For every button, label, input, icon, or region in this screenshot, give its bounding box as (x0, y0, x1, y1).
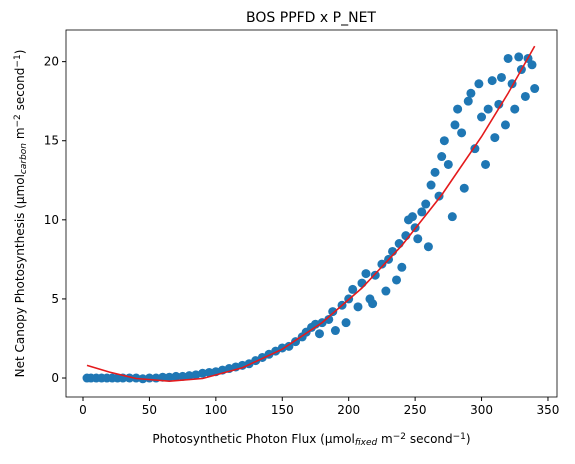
point (164, 372, 174, 382)
point (368, 299, 378, 309)
x-axis-label-part: m (377, 432, 393, 446)
point (314, 329, 324, 339)
x-tick-label: 0 (79, 403, 87, 417)
point (430, 167, 440, 177)
point (457, 128, 467, 138)
x-axis-label-part: Photosynthetic Photon Flux (µmol (152, 432, 354, 446)
y-axis-label-part: second (13, 68, 27, 115)
point (500, 120, 510, 130)
point (496, 72, 506, 82)
point (453, 104, 463, 114)
y-axis-label-part: −1 (13, 54, 23, 67)
point (514, 52, 524, 62)
x-axis-label-part: ) (466, 432, 471, 446)
point (459, 183, 469, 193)
point (423, 242, 433, 252)
x-axis-label-part: second (406, 432, 453, 446)
x-tick-label: 150 (271, 403, 294, 417)
point (178, 371, 188, 381)
y-tick-label: 5 (51, 292, 59, 306)
point (370, 270, 380, 280)
chart-title: BOS PPFD x P_NET (246, 10, 376, 26)
point (527, 60, 537, 70)
point (381, 286, 391, 296)
point (158, 372, 168, 382)
point (377, 259, 387, 269)
point (357, 278, 367, 288)
x-axis-label-part: −2 (393, 432, 406, 442)
y-axis-label-part: m (13, 127, 27, 143)
x-axis-label-part: −1 (453, 432, 466, 442)
point (407, 212, 417, 222)
point (341, 318, 351, 328)
x-tick-label: 100 (204, 403, 227, 417)
point (348, 284, 358, 294)
point (439, 136, 449, 146)
point (397, 262, 407, 272)
point (421, 199, 431, 209)
point (474, 79, 484, 89)
x-tick-label: 350 (537, 403, 560, 417)
plot-frame (65, 29, 558, 398)
point (361, 269, 371, 279)
point (328, 307, 338, 317)
point (490, 133, 500, 143)
x-tick-label: 200 (337, 403, 360, 417)
point (437, 152, 447, 162)
point (443, 159, 453, 169)
point (330, 326, 340, 336)
point (392, 275, 402, 285)
point (434, 191, 444, 201)
x-tick-label: 50 (142, 403, 157, 417)
y-tick-label: 15 (44, 134, 59, 148)
point (204, 367, 214, 377)
point (510, 104, 520, 114)
fit-line (86, 45, 536, 382)
x-axis-label: Photosynthetic Photon Flux (µmolfixed m−… (152, 432, 470, 448)
point (426, 180, 436, 190)
point (184, 371, 194, 381)
point (530, 84, 540, 94)
point (463, 96, 473, 106)
y-tick-label: 20 (44, 55, 59, 69)
point (413, 234, 423, 244)
y-axis-label-part: Net Canopy Photosynthesis (µmol (13, 174, 27, 377)
point (353, 302, 363, 312)
x-axis-label-part: fixed (355, 438, 378, 448)
y-axis-label-part: ) (13, 50, 27, 55)
point (324, 314, 334, 324)
point (198, 368, 208, 378)
point (494, 99, 504, 109)
point (466, 88, 476, 98)
point (487, 76, 497, 86)
y-tick-label: 10 (44, 213, 59, 227)
point (483, 104, 493, 114)
y-axis-label: Net Canopy Photosynthesis (µmolcarbon m−… (13, 50, 29, 378)
x-tick-label: 250 (404, 403, 427, 417)
point (417, 207, 427, 217)
y-axis-label-part: −2 (13, 114, 23, 127)
y-tick-label: 0 (51, 371, 59, 385)
point (450, 120, 460, 130)
point (447, 212, 457, 222)
point (503, 53, 513, 63)
point (171, 371, 181, 381)
point (520, 91, 530, 101)
point (481, 159, 491, 169)
x-tick-label: 300 (470, 403, 493, 417)
y-axis-label-part: carbon (19, 143, 29, 174)
point (477, 112, 487, 122)
